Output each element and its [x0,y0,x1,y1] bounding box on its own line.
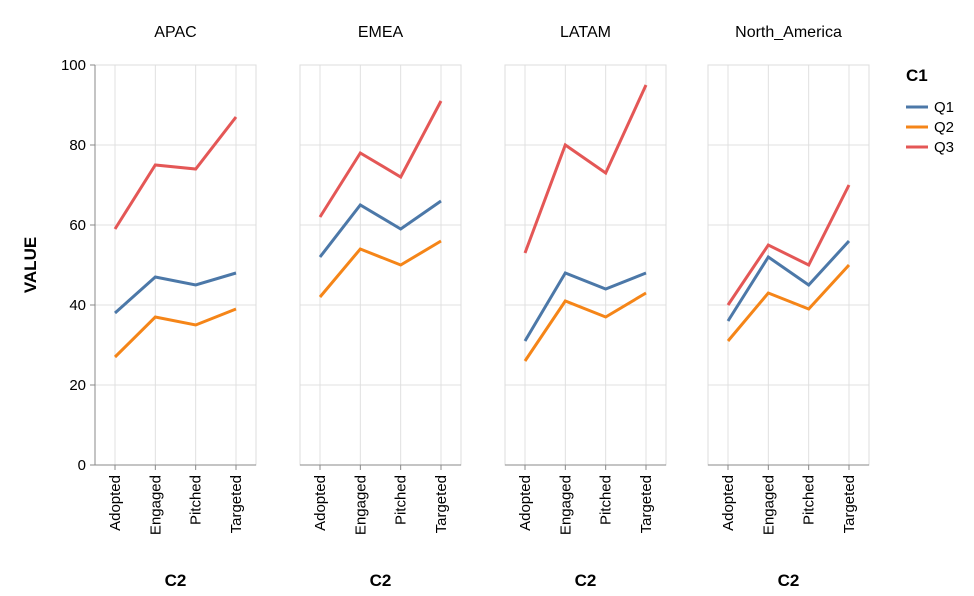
facet-title: LATAM [560,24,611,41]
facet-panel-north-america: North_America Adopted Engaged Pitched Target… [707,24,870,590]
legend-label: Q2 [934,119,954,136]
series-line-q2 [113,307,237,359]
series-line-q1 [523,271,647,342]
x-tick-label: Pitched [188,475,205,525]
series-line-q3 [318,100,443,218]
series-line-q3 [113,116,238,230]
panel-frame [707,64,870,466]
panel-frame [94,64,257,466]
x-tick-label: Pitched [393,475,410,525]
facet-panel-apac: APAC Adopted Engaged Pitched Targeted C2 0 20 40… [61,24,257,590]
y-tick-label: 100 [61,57,86,74]
x-tick-label: Targeted [841,475,858,533]
facet-title: EMEA [358,24,404,41]
panel-frame [299,64,462,466]
legend: C1 Q1 Q2 Q3 [906,66,954,156]
x-axis-title: C2 [778,571,800,590]
series-line-q2 [726,263,851,342]
series-line-q2 [523,291,647,362]
x-tick-label: Adopted [312,475,329,531]
y-tick-label: 0 [78,457,86,474]
x-axis-title: C2 [165,571,187,590]
x-tick-label: Pitched [801,475,818,525]
x-tick-label: Adopted [720,475,737,531]
x-tick-label: Targeted [638,475,655,533]
series-line-q3 [726,184,851,306]
series-line-q1 [114,271,237,315]
series-line-q1 [318,199,442,258]
chart-panels: APAC Adopted Engaged Pitched Targeted C2 0 20 40… [61,24,870,590]
x-tick-label: Targeted [433,475,450,533]
panel-frame [504,64,667,466]
x-axis-title: C2 [575,571,597,590]
x-tick-label: Engaged [557,475,574,535]
legend-title: C1 [906,66,928,85]
x-tick-label: Adopted [517,475,534,531]
y-tick-label: 60 [69,217,86,234]
x-tick-label: Engaged [352,475,369,535]
legend-item-q3: Q3 [906,139,954,156]
y-axis-title: VALUE [21,237,40,293]
y-tick-label: 20 [69,377,86,394]
legend-item-q2: Q2 [906,119,954,136]
y-tick-label: 40 [69,297,86,314]
series-line-q2 [318,239,442,298]
x-tick-label: Targeted [228,475,245,533]
x-tick-label: Engaged [147,475,164,535]
legend-item-q1: Q1 [906,99,954,116]
legend-label: Q1 [934,99,954,116]
series-line-q1 [726,239,851,322]
legend-label: Q3 [934,139,954,156]
x-axis-title: C2 [370,571,392,590]
x-tick-label: Engaged [760,475,777,535]
facet-panel-emea: EMEA Adopted Engaged Pitched Targeted C2 [299,24,462,590]
y-tick-label: 80 [69,137,86,154]
x-tick-label: Pitched [598,475,615,525]
facet-panel-latam: LATAM Adopted Engaged Pitched Targeted C2 [504,24,667,590]
facet-title: North_America [735,24,842,41]
series-line-q3 [523,84,648,254]
facet-title: APAC [154,24,196,41]
x-tick-label: Adopted [107,475,124,531]
